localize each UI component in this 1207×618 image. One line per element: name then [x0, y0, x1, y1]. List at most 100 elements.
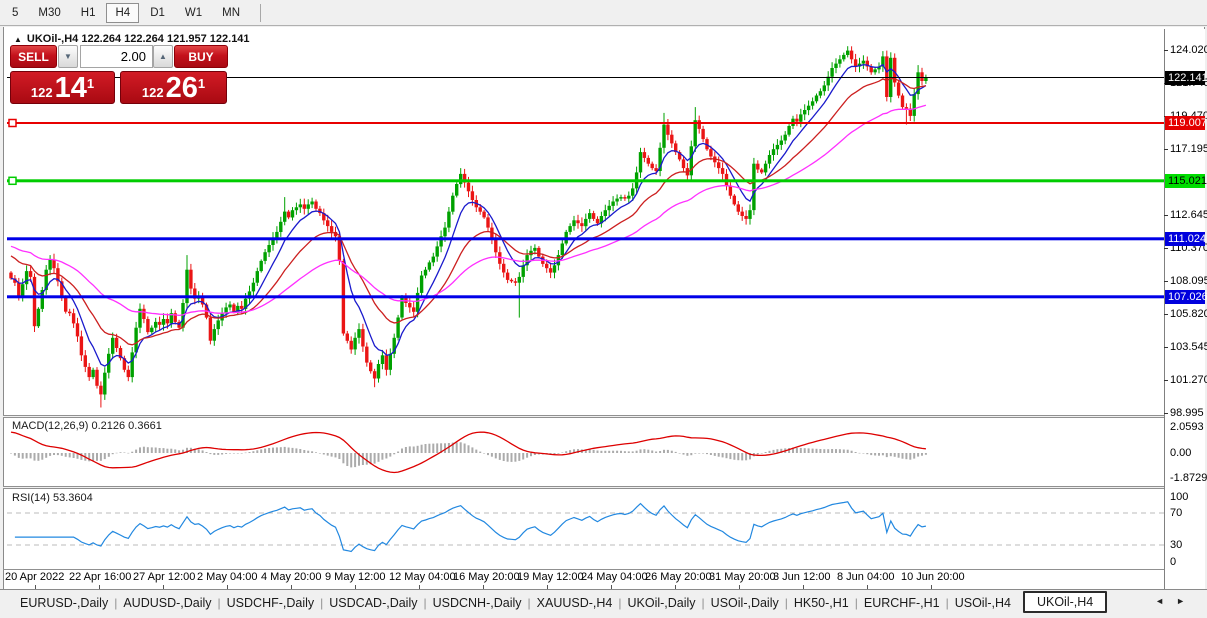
current-price-badge: 122.141 — [1165, 70, 1207, 85]
time-axis-label: 2 May 04:00 — [197, 571, 258, 583]
panel-separator[interactable] — [3, 486, 1205, 489]
price-axis-tick — [1164, 281, 1168, 283]
price-axis-tick — [1164, 248, 1168, 250]
price-axis-tick — [1164, 215, 1168, 217]
price-axis-label: 117.195 — [1170, 142, 1207, 155]
tab-separator: | — [217, 595, 221, 610]
collapse-triangle-icon[interactable]: ▲ — [14, 35, 22, 44]
sell-button[interactable]: SELL — [10, 45, 57, 68]
hline-price-badge: 119.007 — [1165, 116, 1207, 130]
timeframe-button-M30[interactable]: M30 — [38, 6, 61, 19]
chevron-up-icon: ▲ — [159, 52, 167, 61]
timeframe-button-H4[interactable]: H4 — [106, 2, 140, 23]
timeframe-button-H1[interactable]: H1 — [80, 6, 96, 19]
time-axis-tick — [291, 585, 292, 589]
chart-tab-usdcad-daily[interactable]: USDCAD-,Daily — [329, 595, 418, 610]
price-axis-tick — [1164, 314, 1168, 316]
time-axis-tick — [419, 585, 420, 589]
timeframe-button-MN[interactable]: MN — [222, 6, 241, 19]
price-axis-label: 108.095 — [1170, 274, 1207, 287]
toolbar-separator — [260, 3, 262, 22]
time-axis-label: 4 May 20:00 — [261, 571, 322, 583]
time-axis-label: 19 May 12:00 — [517, 571, 584, 583]
scroll-right-icon[interactable]: ► — [1176, 596, 1197, 606]
chart-tab-usoil-h4[interactable]: USOil-,H4 — [954, 595, 1011, 610]
rsi-panel-chart[interactable] — [7, 489, 1164, 569]
rsi-axis-label: 70 — [1170, 506, 1183, 519]
price-axis-tick — [1164, 50, 1168, 52]
price-axis-label: 101.270 — [1170, 373, 1207, 386]
price-chart[interactable] — [7, 29, 1164, 416]
volume-increase-button[interactable]: ▲ — [153, 45, 173, 68]
sell-price-big: 14 — [54, 72, 87, 104]
tab-scroll-arrows: ◄► — [1155, 596, 1197, 606]
chart-window — [3, 27, 1205, 589]
tab-separator: | — [423, 595, 427, 610]
tab-separator: | — [114, 595, 118, 610]
rsi-axis-label: 30 — [1170, 538, 1183, 551]
chevron-down-icon: ▼ — [64, 52, 72, 61]
timeframe-button-W1[interactable]: W1 — [184, 6, 203, 19]
tab-separator: | — [945, 595, 949, 610]
chart-tab-usdcnh-daily[interactable]: USDCNH-,Daily — [432, 595, 522, 610]
time-axis-tick — [355, 585, 356, 589]
time-axis-tick — [547, 585, 548, 589]
chart-tab-audusd-daily[interactable]: AUDUSD-,Daily — [123, 595, 212, 610]
time-axis-label: 16 May 20:00 — [453, 571, 520, 583]
time-axis-label: 26 May 20:00 — [645, 571, 712, 583]
tab-separator: | — [527, 595, 531, 610]
chart-tab-xauusd-h4[interactable]: XAUUSD-,H4 — [536, 595, 613, 610]
chart-tab-ukoil-daily[interactable]: UKOil-,Daily — [627, 595, 696, 610]
time-axis-label: 12 May 04:00 — [389, 571, 456, 583]
rsi-axis-label: 0 — [1170, 555, 1177, 568]
time-axis-tick — [931, 585, 932, 589]
price-axis-tick — [1164, 413, 1168, 415]
hline-price-badge: 107.026 — [1165, 289, 1207, 304]
tab-separator: | — [854, 595, 858, 610]
timeframe-button-5[interactable]: 5 — [12, 6, 19, 19]
timeframe-toolbar: 5 M30 H1 H4 D1 W1 MN — [0, 0, 1207, 26]
price-axis-label: 124.020 — [1170, 43, 1207, 56]
time-axis-tick — [227, 585, 228, 589]
rsi-axis-label: 100 — [1170, 490, 1189, 503]
time-axis-label: 9 May 12:00 — [325, 571, 386, 583]
time-axis-label: 3 Jun 12:00 — [773, 571, 831, 583]
volume-decrease-button[interactable]: ▼ — [58, 45, 78, 68]
macd-axis-label: 0.00 — [1170, 446, 1192, 459]
sell-price-panel[interactable]: 122 14 1 — [10, 71, 115, 104]
macd-axis-label: 2.0593 — [1170, 420, 1204, 433]
time-axis-tick — [483, 585, 484, 589]
time-axis-tick — [163, 585, 164, 589]
chart-tab-usdchf-daily[interactable]: USDCHF-,Daily — [226, 595, 315, 610]
time-axis-tick — [739, 585, 740, 589]
buy-price-big: 26 — [165, 72, 198, 104]
volume-input[interactable] — [80, 45, 153, 68]
panel-border — [3, 569, 1205, 570]
buy-price-sup: 1 — [197, 76, 206, 91]
macd-panel-chart[interactable] — [7, 418, 1164, 487]
buy-price-panel[interactable]: 122 26 1 — [120, 71, 227, 104]
chart-tab-eurusd-daily[interactable]: EURUSD-,Daily — [20, 595, 109, 610]
price-axis-label: 98.995 — [1170, 406, 1204, 419]
time-axis-tick — [803, 585, 804, 589]
timeframe-button-D1[interactable]: D1 — [150, 6, 165, 19]
time-axis-label: 31 May 20:00 — [709, 571, 776, 583]
panel-separator[interactable] — [3, 415, 1205, 418]
time-axis-tick — [867, 585, 868, 589]
chart-tab-ukoil-h4[interactable]: UKOil-,H4 — [1022, 590, 1108, 613]
time-axis-tick — [99, 585, 100, 589]
chart-tab-hk50-h1[interactable]: HK50-,H1 — [793, 595, 849, 610]
hline-price-badge: 111.024 — [1165, 231, 1206, 246]
sell-price-prefix: 122 — [30, 85, 53, 100]
price-axis-tick — [1164, 149, 1168, 151]
chart-tab-usoil-daily[interactable]: USOil-,Daily — [710, 595, 779, 610]
time-axis-label: 20 Apr 2022 — [5, 571, 65, 583]
chart-tab-bar: EURUSD-,Daily | AUDUSD-,Daily | USDCHF-,Dail… — [0, 589, 1207, 615]
chart-ohlc-values: 122.264 122.264 121.957 122.141 — [81, 33, 250, 45]
tab-separator: | — [320, 595, 324, 610]
price-axis-label: 105.820 — [1170, 307, 1207, 320]
buy-button[interactable]: BUY — [174, 45, 228, 68]
chart-tab-eurchf-h1[interactable]: EURCHF-,H1 — [863, 595, 940, 610]
scroll-left-icon[interactable]: ◄ — [1155, 596, 1177, 606]
